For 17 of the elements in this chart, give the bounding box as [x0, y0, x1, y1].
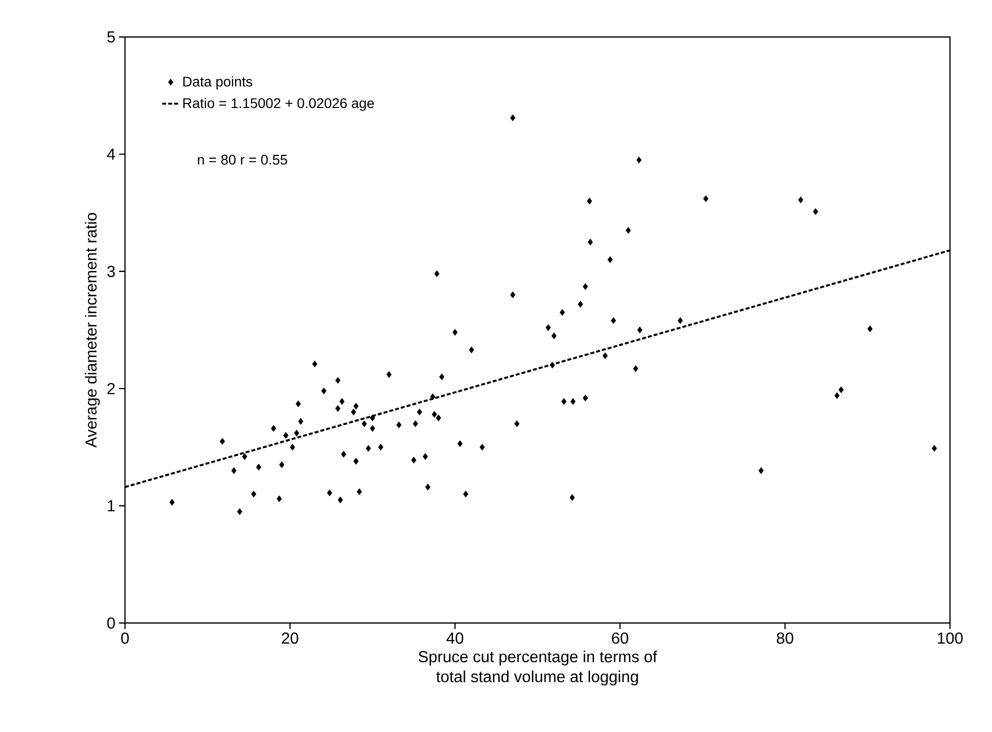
annotation: n = 80 r = 0.55: [198, 154, 288, 165]
x-axis-title: Spruce cut percentage in terms of total stand volume at logging: [418, 650, 658, 686]
x-tick-label: 20: [282, 632, 298, 644]
legend-label: Data points: [183, 76, 252, 90]
y-tick-label: 4: [107, 148, 116, 160]
legend-label: Ratio = 1.15002 + 0.02026 age: [183, 98, 374, 111]
x-tick-label: 0: [121, 632, 129, 644]
y-tick-label: 2: [107, 383, 115, 394]
x-tick-label: 80: [776, 632, 794, 644]
y-axis-title: Average diameter increment ratio: [84, 213, 100, 448]
y-tick-label: 3: [107, 266, 115, 278]
x-tick-label: 60: [612, 632, 628, 644]
y-tick-label: 1: [108, 500, 115, 512]
y-tick-label: 0: [107, 617, 115, 629]
x-tick-label: 100: [938, 632, 963, 644]
x-tick-label: 40: [446, 632, 464, 644]
y-tick-label: 5: [107, 31, 115, 43]
